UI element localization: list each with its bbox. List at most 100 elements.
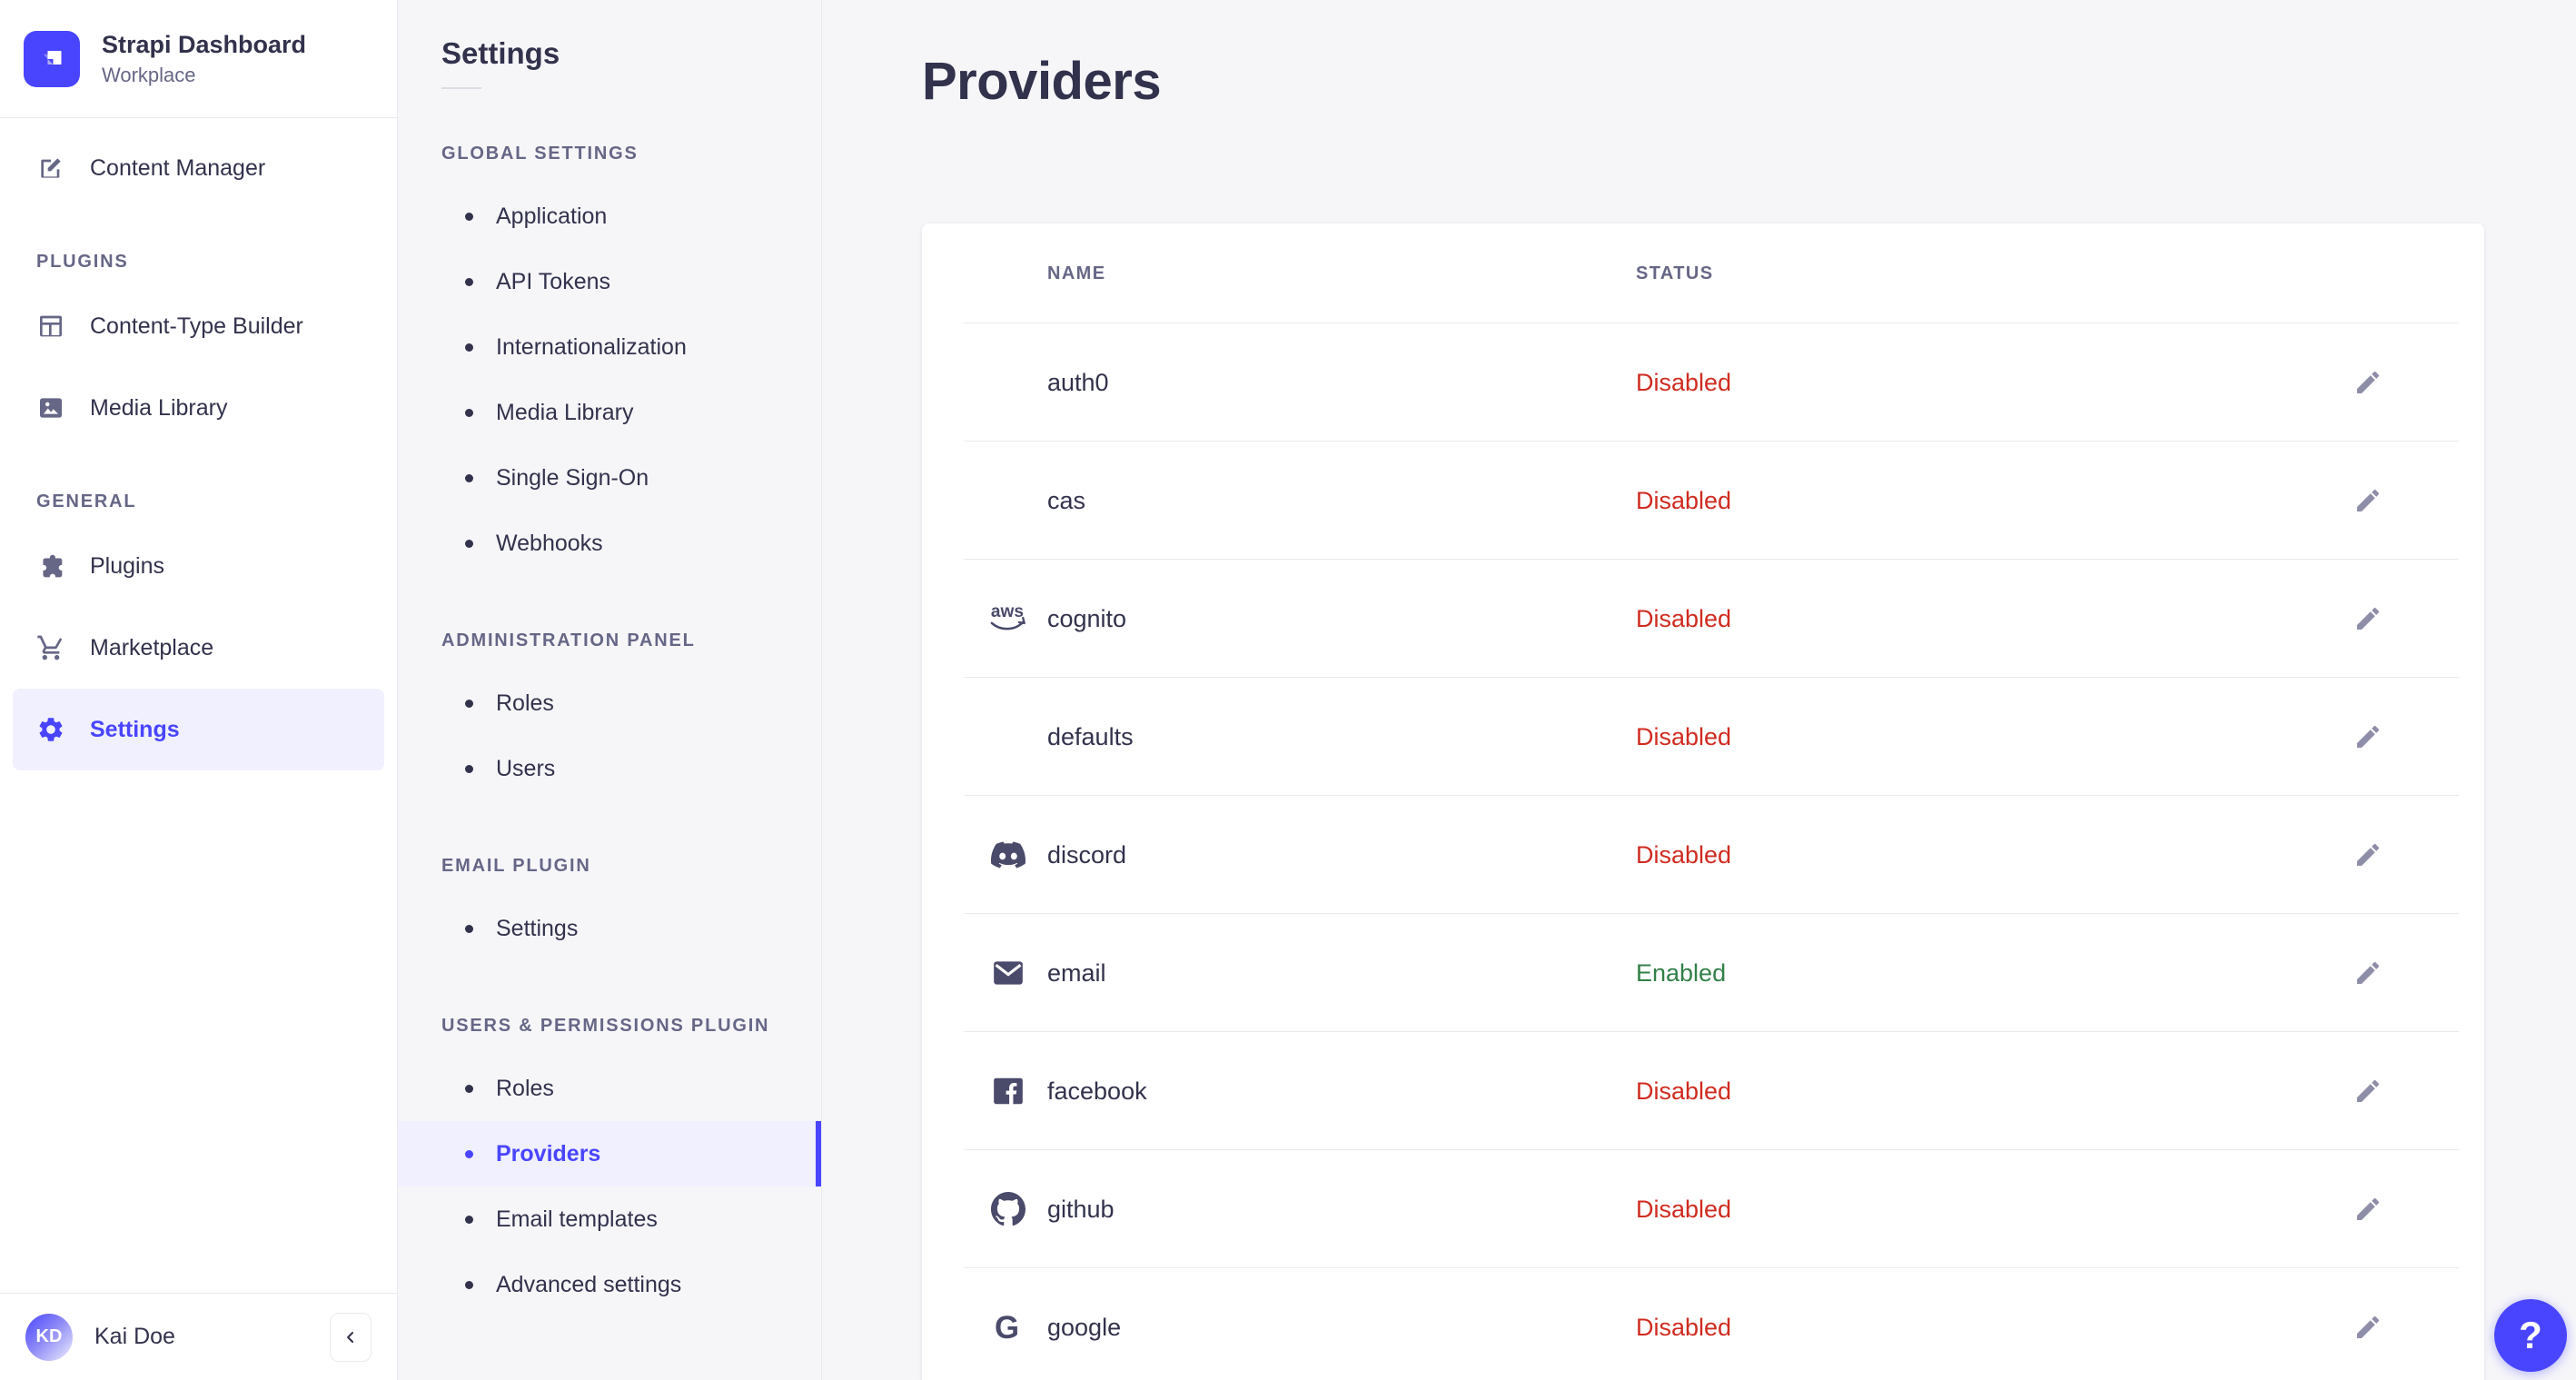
edit-provider-defaults-button[interactable] — [2343, 711, 2393, 762]
subnav-item-providers[interactable]: Providers — [398, 1121, 821, 1186]
sidebar-item-media-library[interactable]: Media Library — [13, 367, 384, 449]
bullet-icon — [465, 1084, 473, 1093]
subnav-section-label-global-settings: GLOBAL SETTINGS — [441, 143, 639, 164]
chevron-left-icon — [342, 1328, 360, 1346]
provider-name: cas — [1047, 486, 1086, 514]
edit-provider-cas-button[interactable] — [2343, 475, 2393, 526]
subnav-item-webhooks[interactable]: Webhooks — [398, 511, 821, 576]
provider-row-cognito: aws cognito Disabled — [922, 560, 2484, 678]
bullet-icon — [465, 539, 473, 548]
subnav-item-application[interactable]: Application — [398, 184, 821, 249]
bullet-icon — [465, 277, 473, 286]
user-name: Kai Doe — [94, 1324, 175, 1349]
collapse-sidebar-button[interactable] — [330, 1312, 372, 1362]
provider-status: Disabled — [1636, 840, 1732, 869]
subnav-section-global-settings: GLOBAL SETTINGS Application API Tokens Inte… — [398, 142, 821, 576]
edit-provider-github-button[interactable] — [2343, 1184, 2393, 1235]
settings-subnav-sections: GLOBAL SETTINGS Application API Tokens Inte… — [398, 142, 821, 1317]
column-header-name: NAME — [1047, 263, 1106, 283]
google-icon: G — [987, 1308, 1029, 1346]
avatar[interactable]: KD — [25, 1313, 73, 1361]
provider-name: facebook — [1047, 1077, 1147, 1105]
sidebar-item-content-type-builder[interactable]: Content-Type Builder — [13, 285, 384, 367]
sidebar-item-marketplace[interactable]: Marketplace — [13, 607, 384, 689]
edit-provider-discord-button[interactable] — [2343, 829, 2393, 880]
provider-row-github: github Disabled — [922, 1150, 2484, 1268]
sidebar-item-label: Content-Type Builder — [90, 313, 303, 339]
sidebar-section-label-general: GENERAL — [36, 491, 137, 511]
subnav-section-label-administration-panel: ADMINISTRATION PANEL — [441, 630, 696, 650]
sidebar-nav: Content Manager PLUGINS Content-Type Build… — [0, 118, 397, 770]
settings-gear-icon — [36, 715, 65, 744]
provider-status: Disabled — [1636, 1313, 1732, 1341]
subnav-item-label: Single Sign-On — [496, 464, 649, 491]
main-content: Providers NAME STATUS auth0 Disabled cas Di… — [822, 0, 2576, 1380]
edit-provider-google-button[interactable] — [2343, 1302, 2393, 1353]
sidebar-item-label: Settings — [90, 716, 180, 742]
content-manager-icon — [36, 154, 65, 183]
provider-row-defaults: defaults Disabled — [922, 678, 2484, 796]
subnav-item-roles[interactable]: Roles — [398, 1056, 821, 1121]
workspace-title: Strapi Dashboard — [102, 31, 307, 59]
subnav-item-single-sign-on[interactable]: Single Sign-On — [398, 445, 821, 511]
subnav-item-label: Roles — [496, 690, 554, 716]
subnav-item-settings[interactable]: Settings — [398, 896, 821, 961]
edit-provider-email-button[interactable] — [2343, 948, 2393, 998]
bullet-icon — [465, 473, 473, 482]
edit-provider-facebook-button[interactable] — [2343, 1066, 2393, 1117]
sidebar-spacer — [0, 770, 397, 1293]
page-title: Providers — [922, 52, 1162, 111]
subnav-item-roles[interactable]: Roles — [398, 670, 821, 736]
edit-pencil-icon — [2353, 604, 2383, 633]
provider-name: email — [1047, 958, 1106, 987]
subnav-item-label: Advanced settings — [496, 1271, 682, 1297]
sidebar-item-settings[interactable]: Settings — [13, 689, 384, 770]
edit-pencil-icon — [2353, 368, 2383, 397]
settings-subnav-divider — [441, 87, 481, 89]
workspace-text: Strapi Dashboard Workplace — [102, 30, 306, 87]
edit-provider-auth0-button[interactable] — [2343, 357, 2393, 408]
edit-pencil-icon — [2353, 840, 2383, 869]
settings-subnav: Settings GLOBAL SETTINGS Application API T… — [398, 0, 822, 1380]
subnav-item-label: Webhooks — [496, 530, 603, 556]
svg-text:aws: aws — [991, 602, 1024, 621]
subnav-item-label: Application — [496, 203, 608, 229]
provider-status: Disabled — [1636, 1077, 1732, 1105]
edit-pencil-icon — [2353, 958, 2383, 988]
plugins-icon — [36, 551, 65, 581]
subnav-item-label: Media Library — [496, 399, 634, 425]
provider-name: auth0 — [1047, 368, 1109, 396]
aws-icon: aws — [987, 600, 1029, 638]
subnav-item-users[interactable]: Users — [398, 736, 821, 801]
provider-status: Disabled — [1636, 368, 1732, 396]
subnav-item-label: Settings — [496, 915, 579, 941]
sidebar-section-label-plugins: PLUGINS — [36, 251, 129, 272]
subnav-item-label: Users — [496, 755, 556, 781]
provider-status: Disabled — [1636, 604, 1732, 632]
provider-name: discord — [1047, 840, 1127, 869]
subnav-item-api-tokens[interactable]: API Tokens — [398, 249, 821, 314]
bullet-icon — [465, 764, 473, 773]
subnav-item-media-library[interactable]: Media Library — [398, 380, 821, 445]
sidebar-item-plugins[interactable]: Plugins — [13, 525, 384, 607]
subnav-item-advanced-settings[interactable]: Advanced settings — [398, 1252, 821, 1317]
workspace-brand[interactable]: Strapi Dashboard Workplace — [0, 0, 397, 118]
edit-provider-cognito-button[interactable] — [2343, 593, 2393, 644]
settings-subnav-title: Settings — [441, 36, 560, 70]
provider-row-facebook: facebook Disabled — [922, 1032, 2484, 1150]
provider-row-discord: discord Disabled — [922, 796, 2484, 914]
table-body: auth0 Disabled cas Disabled aws cognito Disabl… — [922, 323, 2484, 1380]
bullet-icon — [465, 1280, 473, 1289]
subnav-item-internationalization[interactable]: Internationalization — [398, 314, 821, 380]
provider-status: Disabled — [1636, 722, 1732, 750]
discord-icon — [987, 836, 1029, 874]
help-button[interactable]: ? — [2494, 1299, 2567, 1372]
strapi-logo — [24, 30, 80, 87]
provider-row-cas: cas Disabled — [922, 442, 2484, 560]
sidebar-item-content-manager[interactable]: Content Manager — [13, 127, 384, 209]
provider-status: Enabled — [1636, 958, 1727, 987]
media-library-icon — [36, 393, 65, 422]
github-icon — [987, 1190, 1029, 1228]
subnav-item-email-templates[interactable]: Email templates — [398, 1186, 821, 1252]
